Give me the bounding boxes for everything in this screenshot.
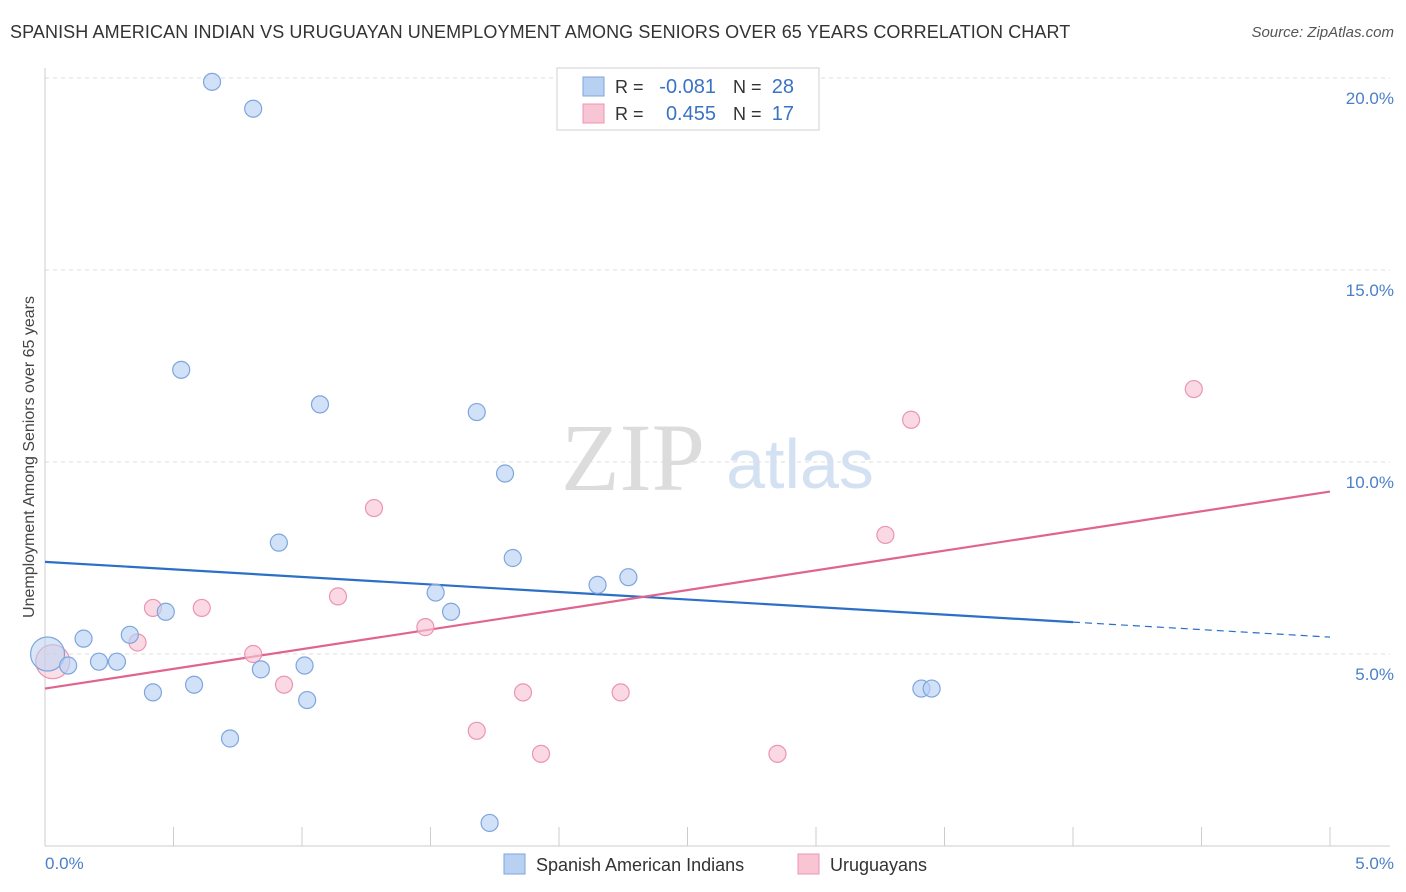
- series-legend: Spanish American Indians Uruguayans: [503, 853, 927, 875]
- stats-legend: R = -0.081 N = 28 R = 0.455 N = 17: [556, 67, 820, 131]
- stats-r-value-1: -0.081: [659, 76, 716, 98]
- y-tick-labels: 5.0% 10.0% 15.0% 20.0%: [1346, 89, 1394, 684]
- point-uruguayans: [876, 525, 895, 545]
- point-spanish-american-indians: [426, 583, 445, 602]
- point-spanish-american-indians: [503, 548, 522, 568]
- point-spanish-american-indians: [619, 568, 638, 587]
- y-tick-label: 15.0%: [1346, 281, 1394, 300]
- point-spanish-american-indians: [120, 625, 139, 644]
- point-spanish-american-indians: [143, 683, 163, 702]
- point-spanish-american-indians: [74, 629, 93, 648]
- point-uruguayans: [513, 683, 533, 702]
- y-tick-label: 20.0%: [1346, 89, 1394, 108]
- axis-layer: Unemployment Among Seniors over 65 years…: [21, 68, 1394, 873]
- trendline-spanish-american-indians: [44, 560, 1074, 624]
- point-spanish-american-indians: [269, 533, 288, 552]
- point-spanish-american-indians: [156, 602, 175, 621]
- point-uruguayans: [467, 721, 486, 740]
- x-tick-label-max: 5.0%: [1355, 854, 1394, 873]
- point-spanish-american-indians: [310, 395, 330, 414]
- point-spanish-american-indians: [295, 656, 314, 675]
- point-spanish-american-indians: [251, 660, 270, 679]
- grid-layer: [45, 77, 1390, 846]
- point-spanish-american-indians: [495, 464, 515, 483]
- legend-label-uruguayans: Uruguayans: [830, 855, 927, 875]
- y-tick-label: 10.0%: [1346, 473, 1394, 492]
- point-uruguayans: [768, 744, 787, 763]
- x-tick-label-min: 0.0%: [45, 854, 84, 873]
- stats-r-value-2: 0.455: [666, 103, 716, 125]
- stats-n-value-2: 17: [772, 103, 794, 125]
- point-spanish-american-indians: [220, 729, 240, 748]
- point-spanish-american-indians: [172, 360, 191, 379]
- point-uruguayans: [192, 598, 211, 618]
- watermark-zip: ZIP: [561, 404, 705, 511]
- stats-r-label-2: R =: [615, 104, 644, 124]
- point-uruguayans: [364, 498, 384, 518]
- point-spanish-american-indians: [89, 652, 109, 671]
- point-uruguayans: [416, 618, 435, 637]
- legend-swatch-spanish-american-indians: [503, 853, 526, 875]
- trend-layer: [44, 490, 1331, 690]
- point-uruguayans: [531, 744, 551, 763]
- point-spanish-american-indians: [59, 656, 78, 675]
- point-spanish-american-indians: [588, 575, 607, 594]
- trendline-spanish-american-indians-extension: [1072, 621, 1331, 638]
- point-uruguayans: [328, 587, 348, 606]
- point-uruguayans: [244, 644, 263, 664]
- y-axis-label: Unemployment Among Seniors over 65 years: [21, 296, 38, 618]
- stats-legend-swatch-pink: [582, 103, 605, 124]
- points-layer: [29, 72, 1203, 833]
- point-uruguayans: [901, 410, 921, 429]
- point-uruguayans: [611, 683, 630, 702]
- point-spanish-american-indians: [298, 690, 317, 710]
- point-spanish-american-indians: [480, 813, 499, 833]
- point-spanish-american-indians: [441, 602, 461, 621]
- point-uruguayans: [1184, 379, 1203, 399]
- chart-source: Source: ZipAtlas.com: [1251, 24, 1394, 41]
- trendline-uruguayans: [44, 490, 1331, 690]
- watermark-atlas: atlas: [726, 425, 874, 503]
- stats-n-value-1: 28: [772, 76, 794, 98]
- point-spanish-american-indians: [184, 675, 204, 694]
- point-spanish-american-indians: [107, 652, 127, 671]
- point-uruguayans: [274, 675, 294, 694]
- point-spanish-american-indians: [922, 679, 941, 698]
- stats-r-label-1: R =: [615, 77, 644, 97]
- legend-swatch-uruguayans: [797, 853, 820, 875]
- stats-n-label-2: N =: [733, 104, 762, 124]
- chart-title: SPANISH AMERICAN INDIAN VS URUGUAYAN UNE…: [10, 22, 1071, 42]
- legend-label-spanish-american-indians: Spanish American Indians: [536, 855, 744, 875]
- point-spanish-american-indians: [29, 636, 66, 672]
- point-spanish-american-indians: [467, 402, 486, 422]
- stats-n-label-1: N =: [733, 77, 762, 97]
- y-tick-label: 5.0%: [1355, 665, 1394, 684]
- point-spanish-american-indians: [244, 99, 263, 118]
- point-spanish-american-indians: [202, 72, 222, 91]
- stats-legend-swatch-blue: [582, 76, 605, 97]
